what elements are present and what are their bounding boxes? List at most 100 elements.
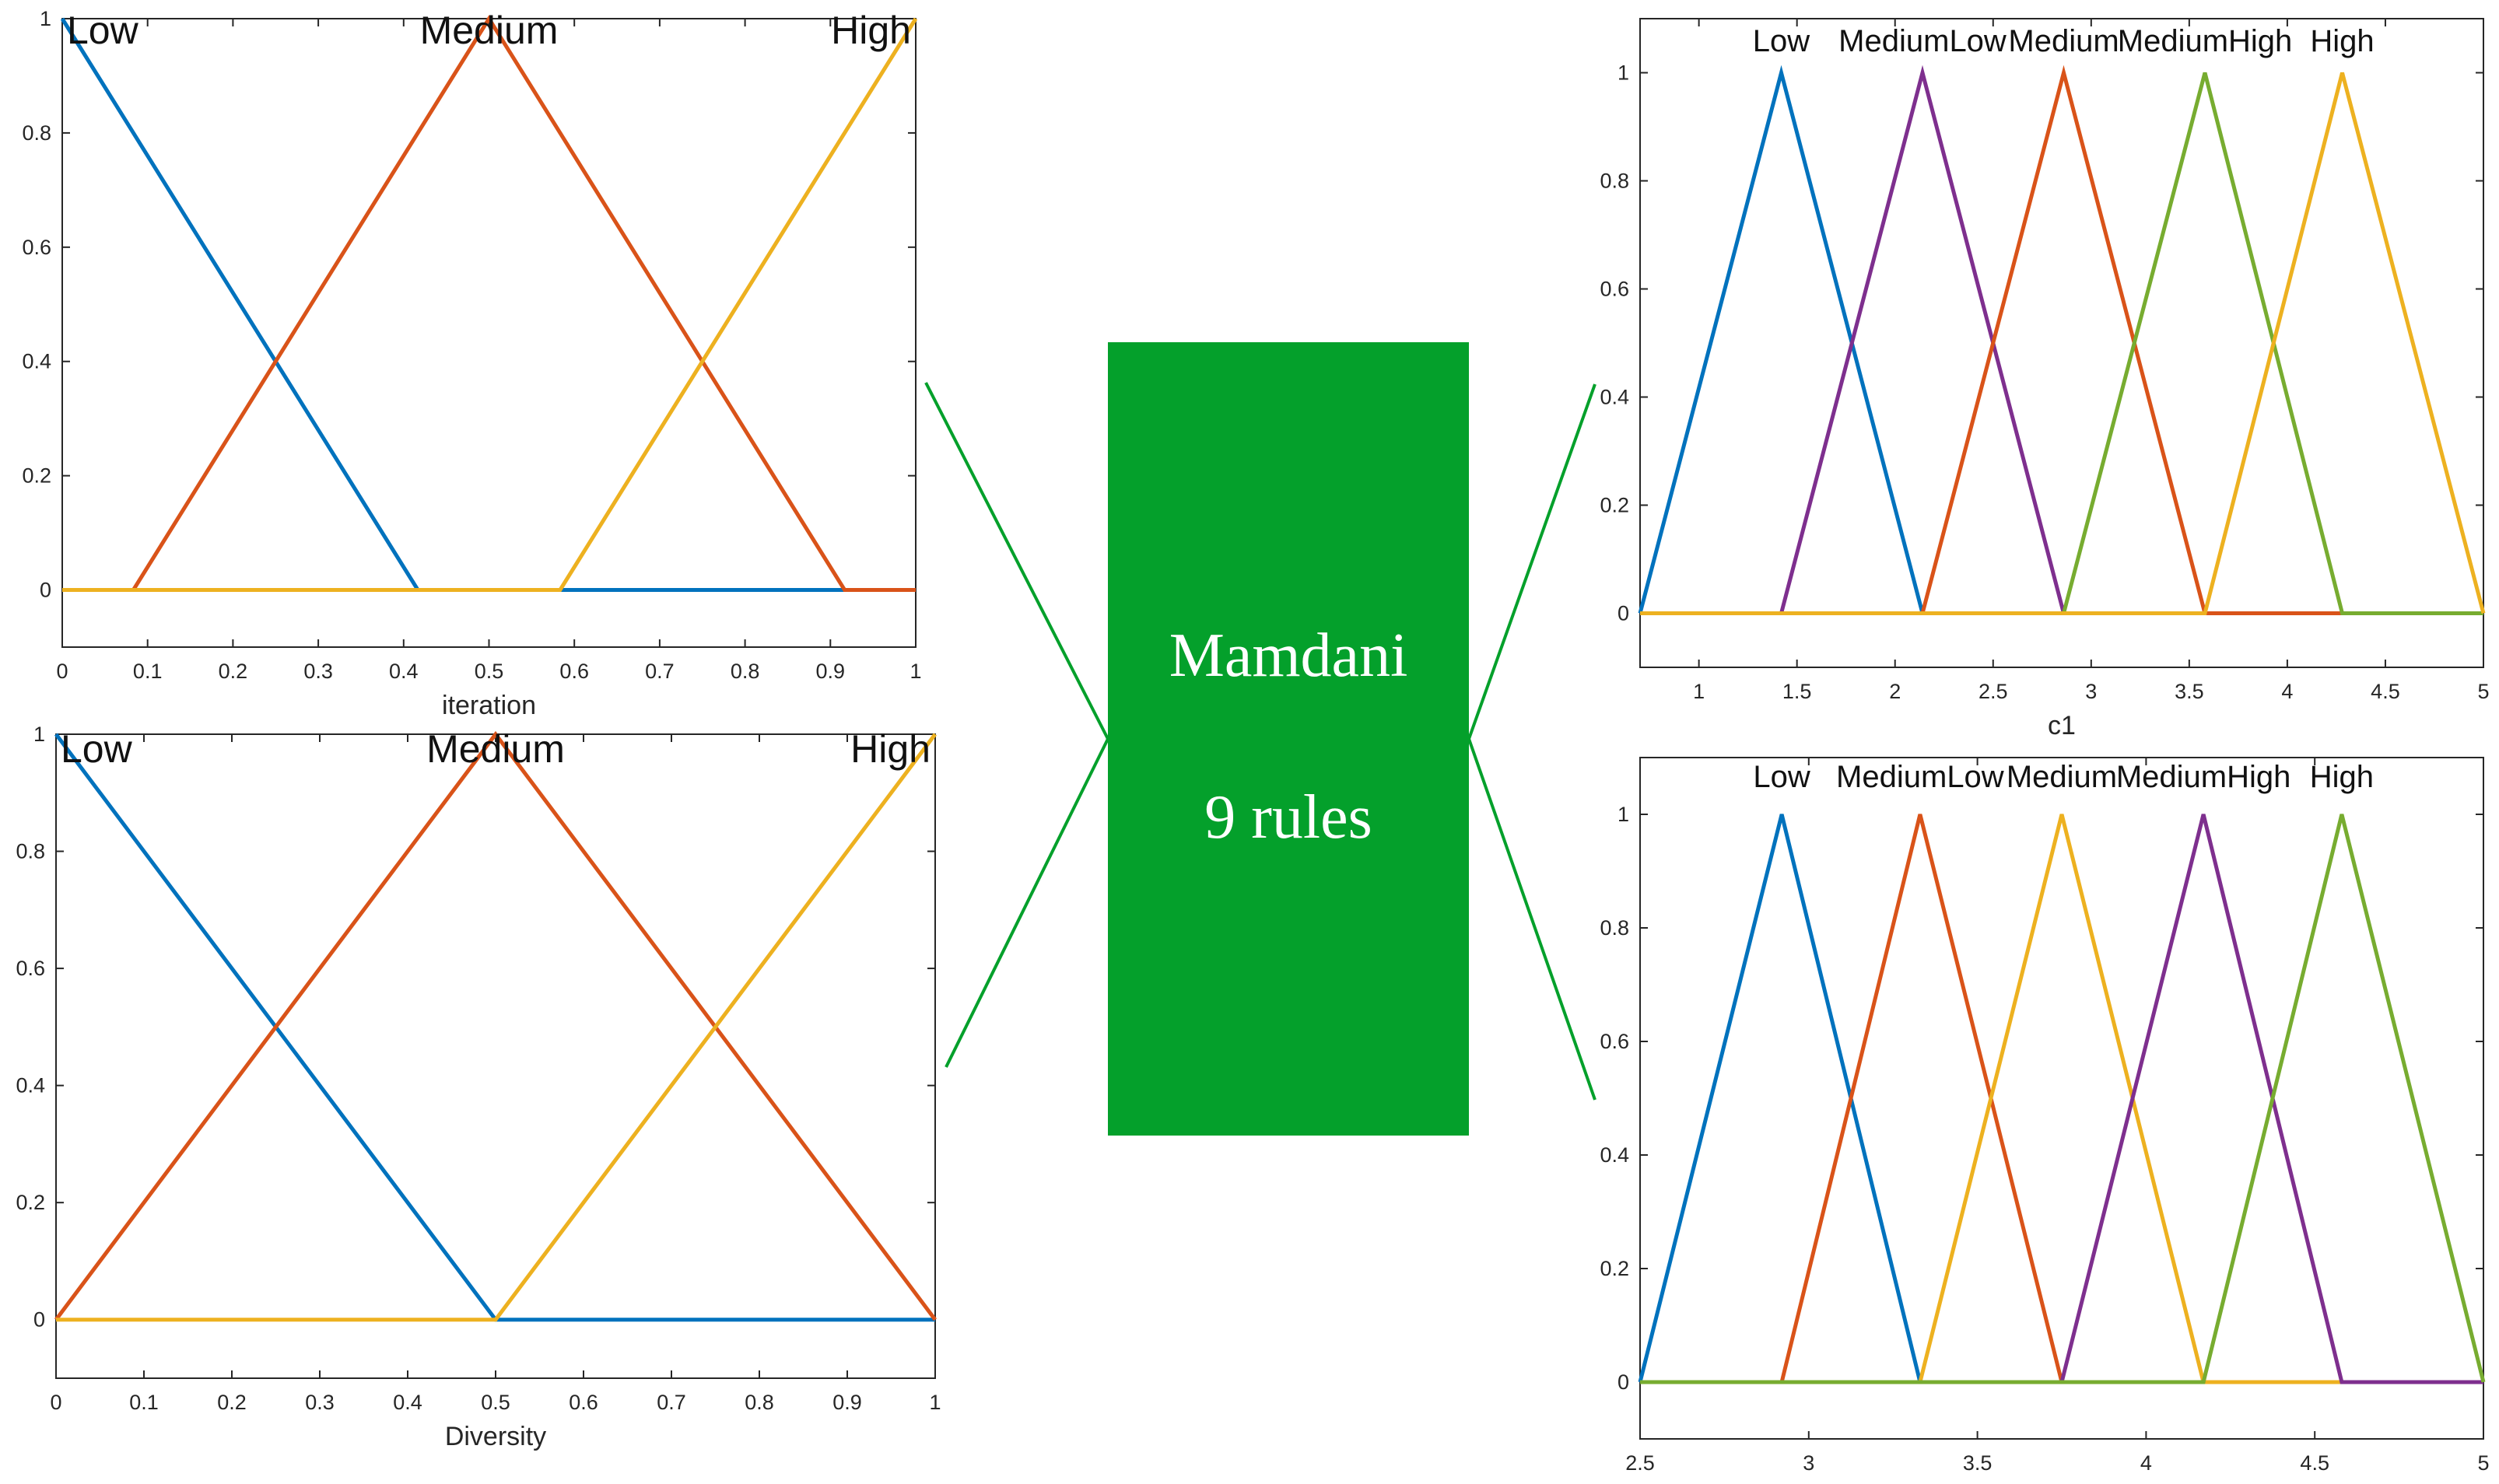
x-tick-label: 0.7 <box>645 660 675 683</box>
x-tick-label: 0.7 <box>657 1391 686 1414</box>
rules-count: 9 rules <box>1204 783 1372 852</box>
x-tick-label: 0.1 <box>129 1391 159 1414</box>
x-tick-label: 1 <box>1693 680 1705 703</box>
y-tick-label: 0 <box>40 579 51 602</box>
x-tick-label: 0.2 <box>219 660 248 683</box>
y-tick-label: 0.8 <box>16 840 45 863</box>
chart-2: 0 0.2 0.4 0.6 0.8 1 0 0.1 0.2 0.3 0.4 0.5 0.6 0.7 0.8 0… <box>16 723 941 1451</box>
y-tick-label: 0.4 <box>16 1074 45 1097</box>
chart-3: 0 0.2 0.4 0.6 0.8 1 1 1.5 2 2.5 3 3.5 4 4.5 5 c1 Low Medi… <box>1600 18 2490 740</box>
series-line-low <box>1638 814 2483 1384</box>
y-tick-label: 0.4 <box>22 350 51 373</box>
mf-label: Low <box>1753 760 1810 794</box>
y-tick-label: 0 <box>33 1308 45 1332</box>
y-tick-label: 0.2 <box>16 1191 45 1214</box>
x-tick-label: 5 <box>2477 680 2489 703</box>
connector-line-3 <box>1467 383 1596 740</box>
y-tick-label: 0.6 <box>22 236 51 259</box>
x-tick-label: 3.5 <box>1963 1451 1993 1475</box>
x-tick-label: 5 <box>2477 1451 2489 1475</box>
x-tick-label: 0.5 <box>481 1391 510 1414</box>
x-tick-label: 0.2 <box>217 1391 247 1414</box>
series-line-high <box>1640 72 2486 615</box>
y-tick-label: 0.6 <box>16 957 45 980</box>
x-tick-label: 3.5 <box>2175 680 2204 703</box>
mf-label: High <box>2310 24 2374 58</box>
y-tick-label: 1 <box>1618 61 1629 85</box>
series-line-mediumlow <box>1640 65 2483 615</box>
mf-label: MediumLow <box>1836 760 2004 794</box>
connector-line-2 <box>945 738 1109 1068</box>
series-line-low <box>54 733 935 1322</box>
y-tick-label: 0.4 <box>1600 386 1629 409</box>
x-tick-label: 3 <box>2085 680 2097 703</box>
x-tick-label: 2.5 <box>1979 680 2008 703</box>
y-tick-label: 0 <box>1618 1370 1629 1394</box>
mf-label: Medium <box>2007 760 2117 794</box>
x-tick-label: 3 <box>1803 1451 1814 1475</box>
mf-label: High <box>2310 760 2374 794</box>
x-tick-label: 1.5 <box>1782 680 1812 703</box>
y-tick-label: 0.8 <box>1600 916 1629 940</box>
y-tick-label: 0.2 <box>22 464 51 488</box>
mf-label: MediumHigh <box>2116 760 2291 794</box>
x-tick-label: 4 <box>2140 1451 2152 1475</box>
x-tick-label: 0.4 <box>393 1391 422 1414</box>
connector-line-4 <box>1467 738 1596 1101</box>
x-tick-label: 2 <box>1889 680 1901 703</box>
series-line-mediumhigh <box>1640 814 2483 1384</box>
series-line-medium <box>1640 65 2483 615</box>
y-tick-label: 0.2 <box>1600 1257 1629 1280</box>
mf-label: Low <box>61 727 133 771</box>
x-tick-label: 0.8 <box>745 1391 774 1414</box>
x-tick-label: 4.5 <box>2371 680 2400 703</box>
x-tick-label: 0.3 <box>303 660 333 683</box>
y-tick-label: 0.6 <box>1600 278 1629 301</box>
x-axis-label: Diversity <box>445 1422 546 1451</box>
x-tick-label: 0.6 <box>559 660 589 683</box>
series-line-low <box>60 17 916 592</box>
series-line-medium <box>54 730 937 1321</box>
mf-label: Low <box>1753 24 1810 58</box>
y-tick-label: 0.8 <box>22 121 51 145</box>
series-line-high <box>1640 814 2486 1384</box>
chart-1: 0 0.2 0.4 0.6 0.8 1 0 0.1 0.2 0.3 0.4 0.5 0.6 0.7 0.8 0… <box>22 7 921 720</box>
x-tick-label: 1 <box>929 1391 941 1414</box>
series-line-high <box>62 17 918 592</box>
x-axis-label: iteration <box>442 691 536 720</box>
mf-label: Medium <box>2008 24 2119 58</box>
mf-label: MediumLow <box>1838 24 2007 58</box>
x-tick-label: 0.3 <box>305 1391 335 1414</box>
chart-4: 0 0.2 0.4 0.6 0.8 1 2.5 3 3.5 4 4.5 5 c2 Low MediumLow… <box>1600 757 2490 1484</box>
x-tick-label: 0.5 <box>475 660 504 683</box>
y-tick-label: 0.2 <box>1600 494 1629 517</box>
series-line-medium <box>1640 814 2483 1384</box>
connector-line-1 <box>924 382 1109 740</box>
mf-label: MediumHigh <box>2118 24 2293 58</box>
x-tick-label: 0.9 <box>816 660 846 683</box>
axes-frame <box>1639 757 2484 1440</box>
axes-frame <box>55 733 936 1379</box>
y-tick-label: 1 <box>33 723 45 746</box>
series-line-high <box>56 733 937 1322</box>
series-line-mediumhigh <box>1640 72 2483 615</box>
y-tick-label: 0 <box>1618 602 1629 625</box>
x-tick-label: 0 <box>56 660 68 683</box>
x-tick-label: 2.5 <box>1625 1451 1655 1475</box>
x-axis-label: c1 <box>2048 711 2076 740</box>
x-axis-label: c2 <box>2048 1482 2076 1484</box>
mf-label: High <box>850 727 931 771</box>
series-line-low <box>1638 65 2483 615</box>
x-tick-label: 0.9 <box>832 1391 862 1414</box>
series-line-medium <box>62 15 916 592</box>
x-tick-label: 1 <box>910 660 921 683</box>
x-tick-label: 0.4 <box>389 660 419 683</box>
axes-frame <box>1639 18 2484 668</box>
x-tick-label: 0.1 <box>133 660 163 683</box>
x-tick-label: 4 <box>2281 680 2293 703</box>
y-tick-label: 0.8 <box>1600 170 1629 193</box>
axes-frame <box>61 18 917 648</box>
x-tick-label: 0.8 <box>731 660 760 683</box>
